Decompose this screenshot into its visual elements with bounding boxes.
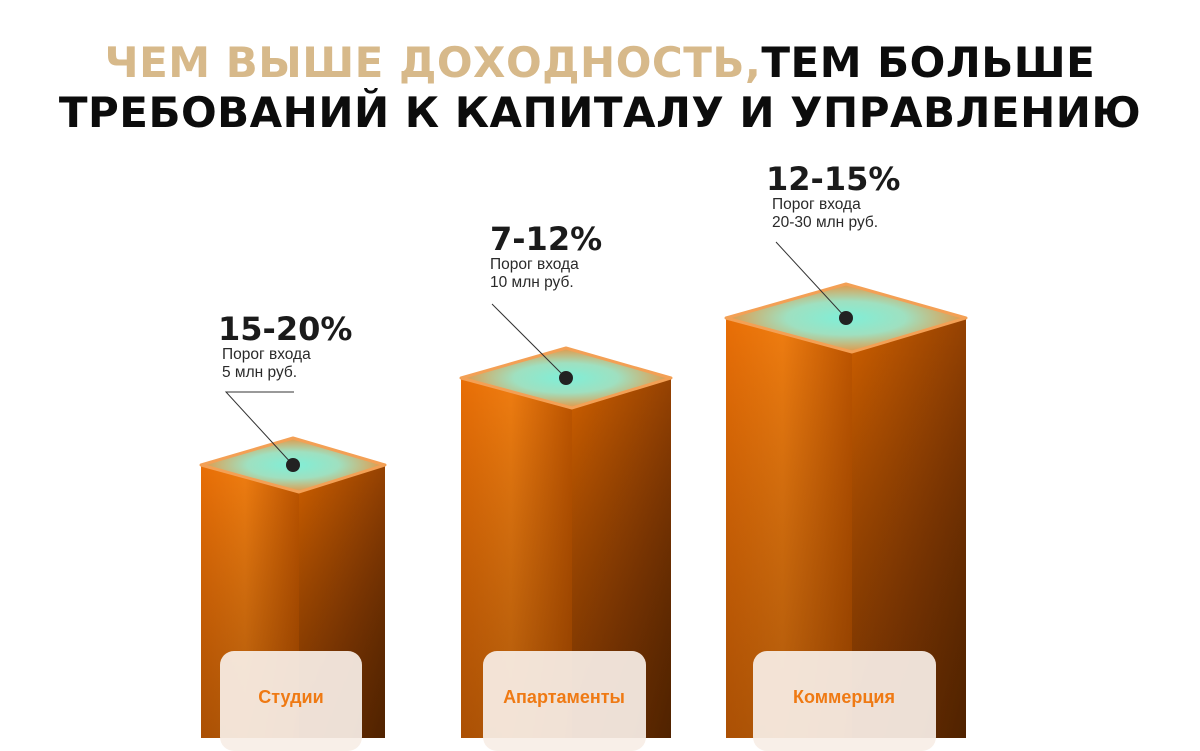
- entry-threshold-label: Порог входа 20-30 млн руб.: [772, 196, 878, 232]
- title-line-2: ТРЕБОВАНИЙ К КАПИТАЛУ И УПРАВЛЕНИЮ: [58, 88, 1142, 137]
- entry-threshold-line: Порог входа: [222, 346, 311, 363]
- entry-threshold-line: 20-30 млн руб.: [772, 214, 879, 231]
- category-label: Коммерция: [792, 687, 895, 707]
- bar-shade: [461, 378, 671, 738]
- category-label-box: Студии: [220, 651, 362, 751]
- leader-line: [775, 241, 847, 319]
- leader-line: [491, 303, 567, 379]
- value-pointer-dot: [286, 458, 300, 472]
- entry-threshold-line: Порог входа: [490, 256, 579, 273]
- value-pointer-dot: [839, 311, 853, 325]
- entry-threshold-line: Порог входа: [772, 196, 861, 213]
- value-label: 15-20%: [218, 310, 353, 348]
- value-pointer-dot: [559, 371, 573, 385]
- entry-threshold-line: 5 млн руб.: [222, 364, 298, 381]
- value-label: 12-15%: [766, 160, 901, 198]
- category-label: Студии: [258, 687, 324, 707]
- category-label-box: Коммерция: [752, 651, 936, 751]
- entry-threshold-label: Порог входа 5 млн руб.: [222, 346, 311, 382]
- value-label: 7-12%: [490, 220, 603, 258]
- leader-line: [224, 391, 294, 466]
- title-line-1: ЧЕМ ВЫШЕ ДОХОДНОСТЬ,ТЕМ БОЛЬШЕ: [0, 38, 1200, 88]
- entry-threshold-line: 10 млн руб.: [490, 274, 574, 291]
- title-rest: ТЕМ БОЛЬШЕ: [761, 38, 1096, 87]
- title-accent: ЧЕМ ВЫШЕ ДОХОДНОСТЬ,: [104, 38, 762, 87]
- page-title: ЧЕМ ВЫШЕ ДОХОДНОСТЬ,ТЕМ БОЛЬШЕ ТРЕБОВАНИ…: [0, 38, 1200, 138]
- bar-shade: [726, 318, 966, 738]
- category-label: Апартаменты: [503, 687, 625, 707]
- category-label-box: Апартаменты: [482, 651, 646, 751]
- entry-threshold-label: Порог входа 10 млн руб.: [490, 256, 579, 292]
